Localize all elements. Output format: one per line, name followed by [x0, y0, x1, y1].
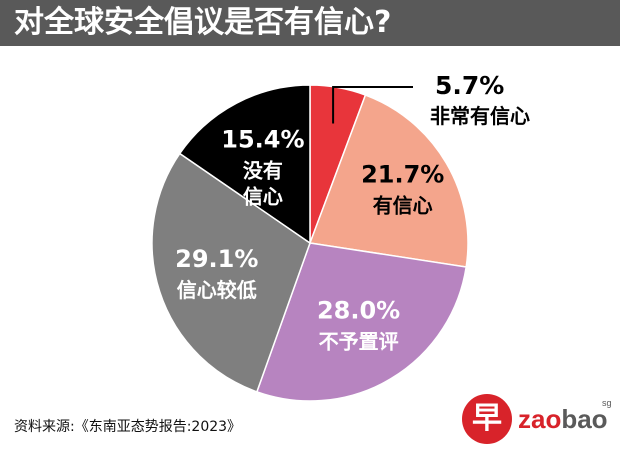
logo-badge [462, 394, 512, 444]
logo-glyph: 早 [472, 401, 502, 436]
logo-word-zao: zao [518, 404, 562, 434]
slice-value-label: 5.7% [435, 71, 504, 100]
zaobao-logo: 早 zaobao sg [462, 392, 612, 448]
slice-value-label: 29.1% [175, 245, 258, 273]
logo-word-bao: bao [561, 404, 608, 434]
logo-wordmark: zaobao [518, 404, 608, 434]
leader-line [332, 86, 413, 124]
pie-slice [255, 242, 468, 402]
title-bar: 对全球安全倡议是否有信心? [0, 0, 620, 46]
source-note: 资料来源:《东南亚态势报告:2023》 [14, 419, 242, 435]
slice-value-label: 21.7% [361, 161, 444, 189]
pie-slice [151, 152, 311, 393]
logo-suffix: sg [602, 398, 612, 408]
chart-title: 对全球安全倡议是否有信心? [14, 5, 392, 40]
slice-value-label: 28.0% [317, 296, 400, 324]
slice-category-label: 不予置评 [319, 329, 399, 353]
slice-value-label: 15.4% [221, 126, 304, 154]
slice-category-label: 没有信心 [243, 159, 283, 209]
pie-slice [178, 84, 311, 245]
slice-category-label: 信心较低 [177, 278, 257, 302]
pie-slice [308, 94, 469, 268]
slice-category-label: 非常有信心 [430, 104, 530, 128]
slice-category-label: 有信心 [373, 194, 433, 218]
